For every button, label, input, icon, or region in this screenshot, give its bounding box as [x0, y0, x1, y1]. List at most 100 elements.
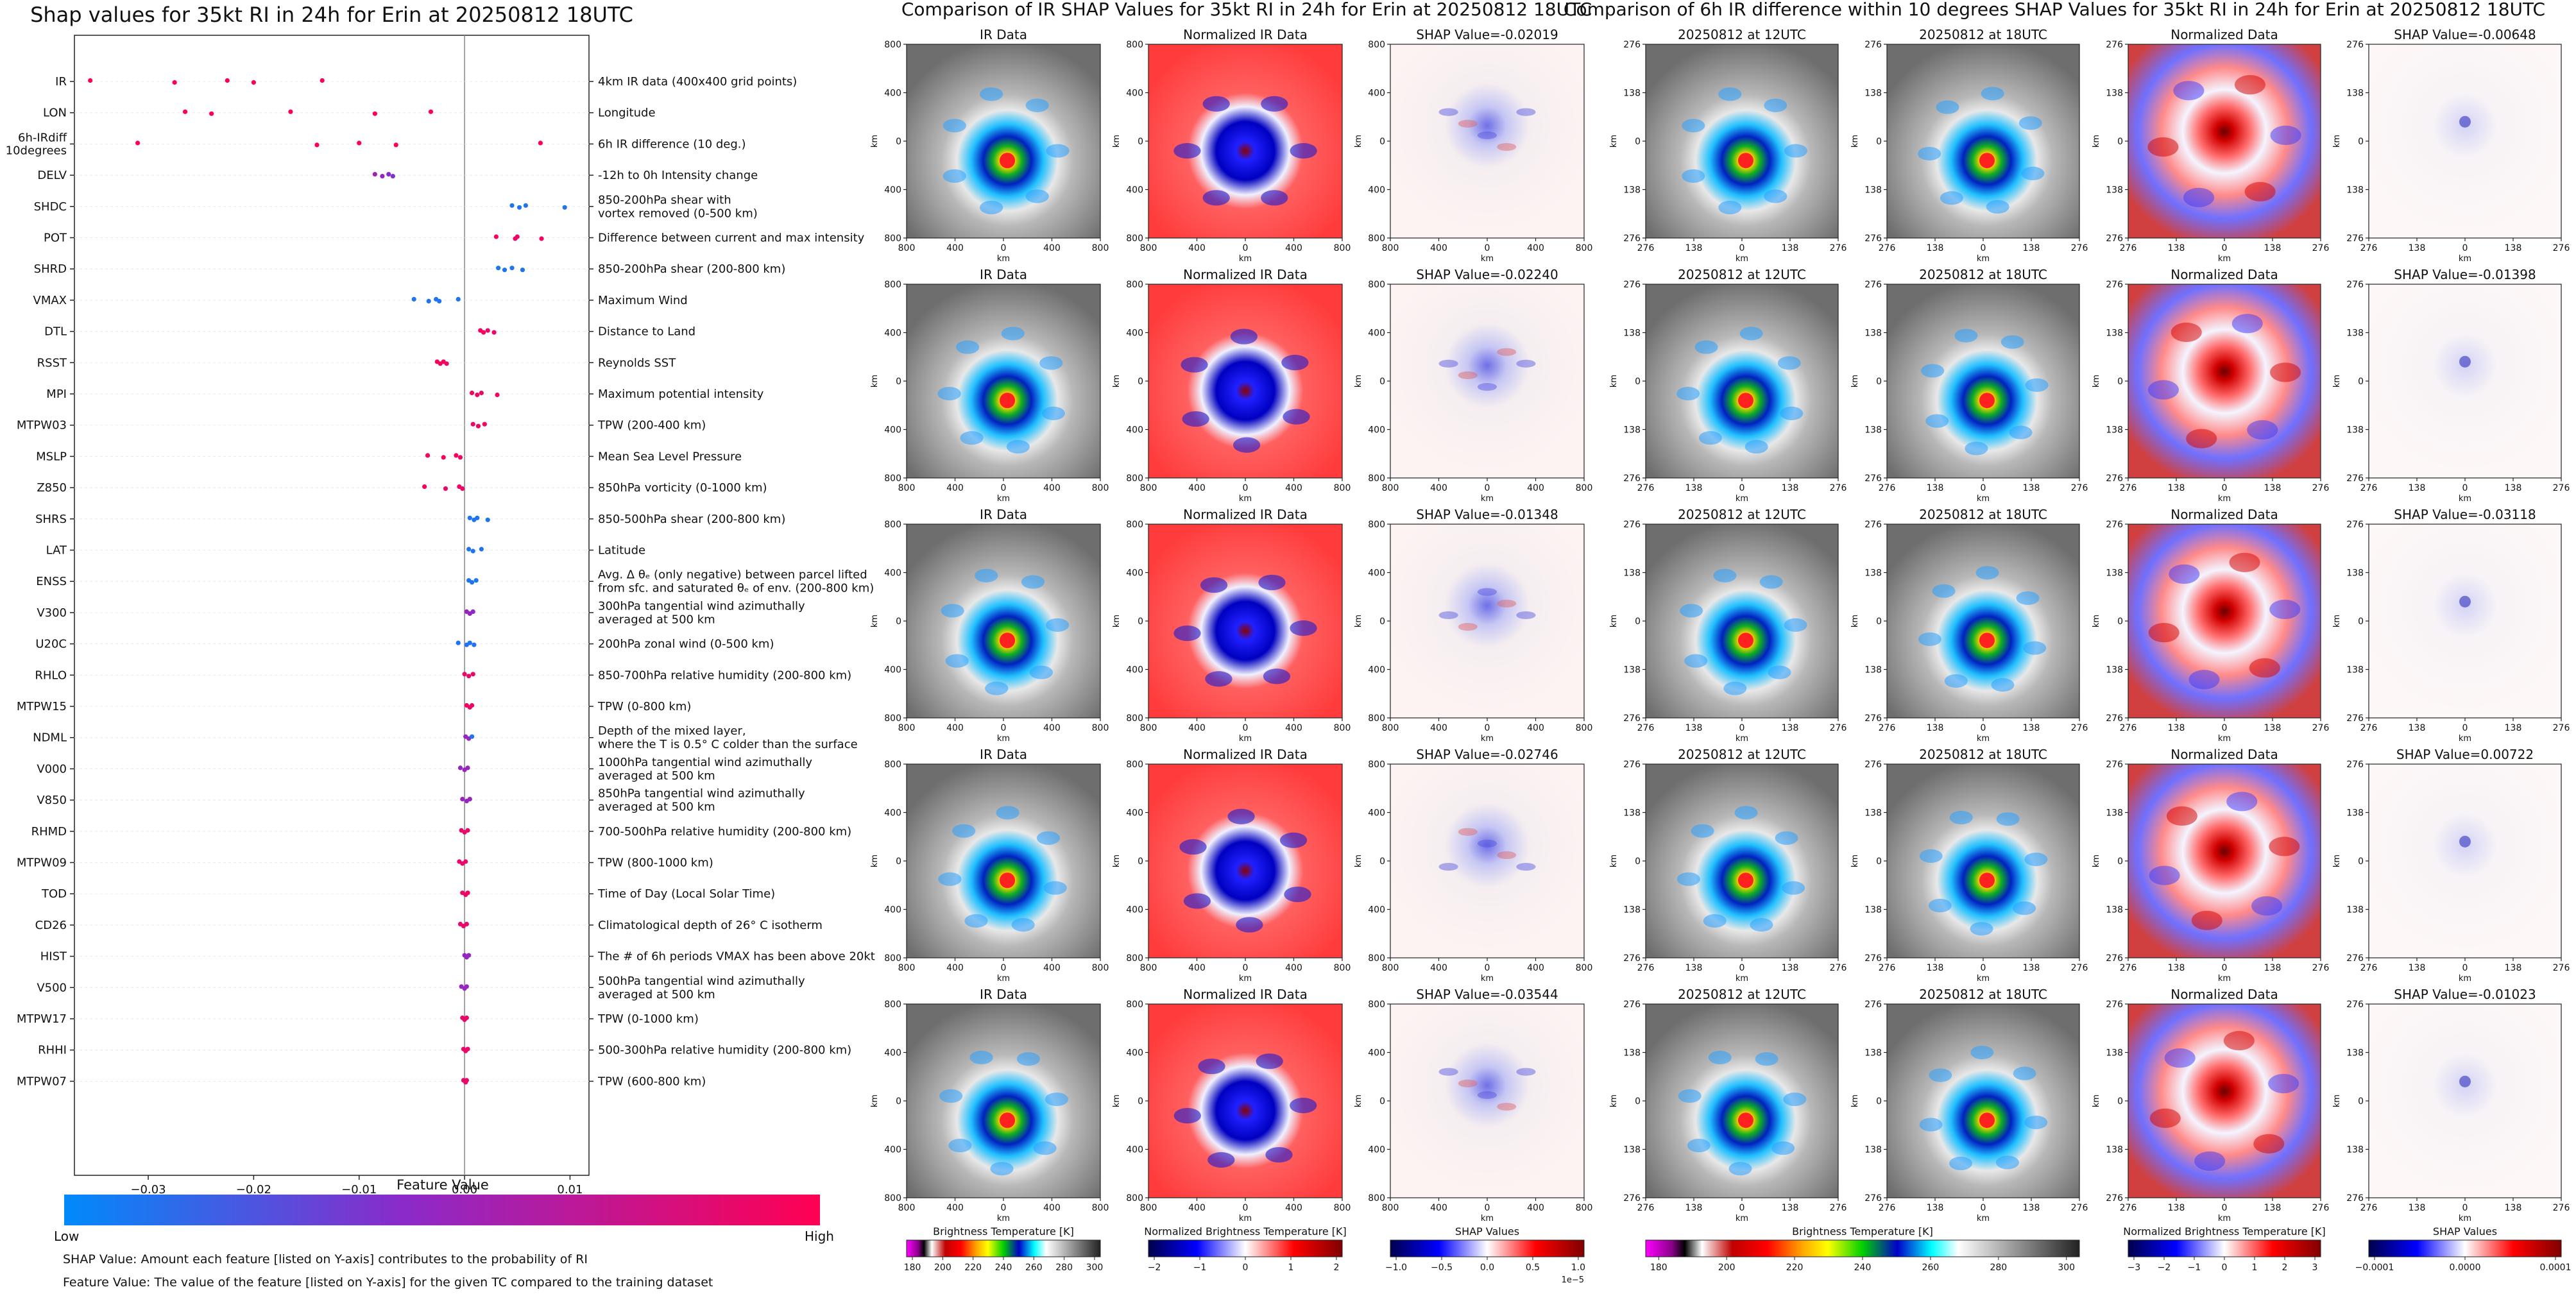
ir-band	[980, 200, 1003, 214]
panel-x-tick-label: 276	[2553, 243, 2570, 253]
shap-blob	[1516, 611, 1536, 619]
panel-y-tick-label: 276	[2346, 1000, 2364, 1010]
panel-x-tick-label: 800	[1140, 483, 1157, 493]
panel-y-tick-label: 400	[1126, 568, 1143, 579]
norm-band	[1230, 328, 1258, 345]
panel-y-tick-label: 0	[1876, 856, 1882, 867]
ir-image-4	[1646, 1004, 1838, 1198]
shap-image-fill	[1390, 1004, 1584, 1198]
colorbar-tick-label: 260	[1025, 1263, 1043, 1273]
ir-image-2	[907, 524, 1100, 718]
norm-image-2	[1148, 524, 1342, 718]
panel-x-axis-label: km	[2459, 254, 2471, 264]
ir-band	[1768, 665, 1791, 679]
panel-x-tick-label: 800	[1334, 1203, 1351, 1213]
ir-band	[2021, 166, 2045, 180]
colorbar-tick-label: 300	[1086, 1263, 1104, 1273]
colorbar-tick-label: 240	[995, 1263, 1012, 1273]
colorbar-tick-label: 180	[904, 1263, 921, 1273]
shap-blob	[1477, 383, 1497, 391]
panel-y-axis-label: km	[870, 855, 880, 867]
panel-y-tick-label: 800	[884, 1193, 901, 1204]
panel-x-tick-label: 138	[2023, 1203, 2040, 1213]
panel-y-tick-label: 400	[1126, 808, 1143, 819]
panel-y-tick-label: 400	[1126, 425, 1143, 436]
panel-x-tick-label: 138	[1927, 243, 1944, 253]
shap-blob	[1497, 1103, 1517, 1111]
shap-point	[467, 515, 472, 520]
ir-image-fill	[1887, 1004, 2079, 1198]
panel-x-tick-label: 0	[1485, 963, 1490, 973]
feature-description-label: The # of 6h periods VMAX has been above …	[597, 950, 875, 964]
norm-band	[1173, 143, 1201, 159]
ir-band	[1949, 1156, 1973, 1171]
ir-band	[2013, 901, 2036, 915]
feature-name-label: RHMD	[31, 825, 67, 839]
shap-point	[475, 392, 480, 398]
ir-band	[1676, 386, 1700, 401]
panel-x-tick-label: 800	[1092, 1203, 1109, 1213]
diff-panel-title: Normalized Data	[2171, 507, 2278, 522]
feature-name-label: MTPW03	[17, 419, 67, 432]
shap-point	[465, 765, 470, 770]
shap-image-4	[1390, 1004, 1584, 1198]
panel-x-tick-label: 276	[2120, 723, 2137, 733]
ir-band	[2016, 591, 2040, 605]
panel-x-tick-label: 276	[2120, 483, 2137, 493]
colorbar-tick-label: −1.0	[1385, 1263, 1407, 1273]
shap-point	[88, 78, 93, 83]
panel-y-tick-label: 400	[1368, 905, 1385, 915]
ir-panel-title: SHAP Value=-0.01348	[1416, 507, 1558, 522]
panel-x-tick-label: 400	[1430, 243, 1447, 253]
panel-x-tick-label: 800	[1382, 963, 1399, 973]
shap-point	[464, 921, 469, 926]
diff-norm-band	[2164, 1048, 2196, 1068]
ir-band	[2025, 378, 2049, 392]
norm-band	[1183, 893, 1211, 909]
panel-y-tick-label: 276	[1864, 40, 1882, 50]
panel-y-tick-label: 400	[884, 1145, 901, 1155]
panel-x-tick-label: 0	[1981, 243, 1986, 253]
shap-point	[462, 672, 467, 677]
ir-band	[1782, 881, 1805, 895]
panel-x-tick-label: 276	[2312, 483, 2330, 493]
panel-y-tick-label: 800	[884, 280, 901, 290]
panel-x-tick-label: 800	[1576, 723, 1593, 733]
panel-y-tick-label: 400	[884, 1048, 901, 1059]
panel-y-tick-label: 0	[1876, 617, 1882, 627]
panel-y-axis-label: km	[2332, 1094, 2342, 1107]
ir-image-4	[1887, 764, 2079, 958]
panel-colorbar	[1390, 1239, 1585, 1257]
panel-x-tick-label: 400	[1188, 1203, 1206, 1213]
feature-description-label: Depth of the mixed layer,	[598, 724, 746, 738]
colorbar-tick-label: 0.0000	[2450, 1263, 2481, 1273]
diff-panel-title: SHAP Value=-0.01398	[2394, 267, 2536, 282]
panel-x-tick-label: 800	[1382, 483, 1399, 493]
panel-y-tick-label: 400	[1368, 808, 1385, 819]
feature-description-label: TPW (800-1000 km)	[597, 856, 713, 870]
ir-band	[2023, 641, 2047, 655]
feature-name-label: U20C	[35, 638, 67, 651]
shap-point	[495, 392, 500, 398]
diff-panel-title: SHAP Value=-0.03118	[2394, 507, 2536, 522]
colorbar-tick-label: 0	[2222, 1263, 2228, 1273]
x-tick-label: −0.02	[236, 1183, 271, 1196]
ir-band	[1936, 100, 1959, 114]
ir-band	[990, 1162, 1014, 1176]
feature-name-label: MTPW09	[17, 856, 67, 870]
panel-y-tick-label: 0	[1635, 1096, 1641, 1107]
shap-point	[485, 328, 490, 333]
panel-y-tick-label: 400	[884, 568, 901, 579]
panel-y-tick-label: 800	[1126, 473, 1143, 484]
panel-x-tick-label: 0	[1243, 1203, 1249, 1213]
shap-point	[457, 455, 463, 460]
dnorm-image-6	[2128, 1004, 2321, 1198]
ir-band	[1718, 200, 1742, 214]
diff-panel-title: Normalized Data	[2171, 747, 2278, 762]
panel-y-tick-label: 138	[2346, 905, 2364, 915]
ir-band	[952, 824, 976, 838]
panel-x-tick-label: 400	[1527, 483, 1544, 493]
diff-panel-title: 20250812 at 18UTC	[1919, 507, 2047, 522]
panel-x-axis-label: km	[1977, 254, 1990, 264]
panel-x-tick-label: 138	[1782, 963, 1799, 973]
